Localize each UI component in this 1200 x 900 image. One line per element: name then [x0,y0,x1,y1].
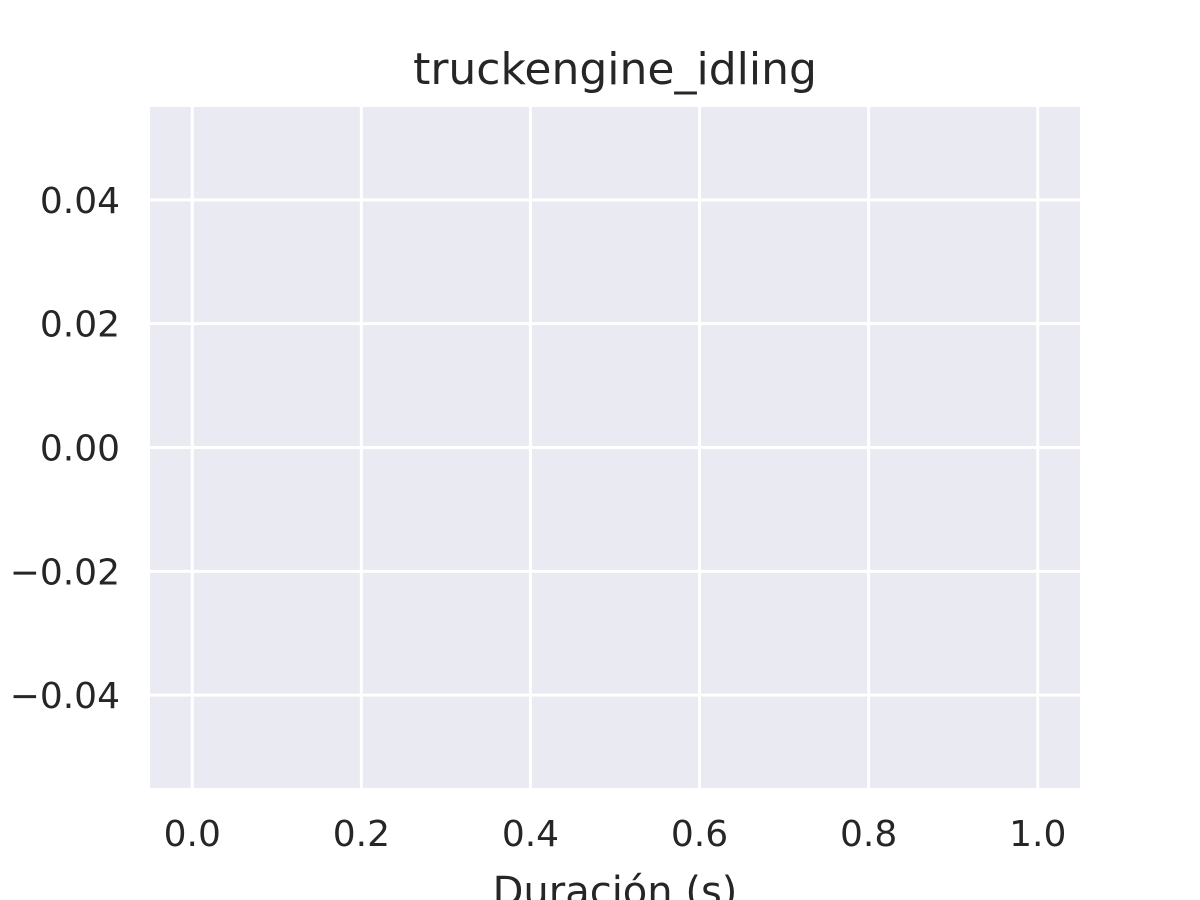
y-tick-labels: 0.04 0.02 0.00 −0.02 −0.04 [10,181,120,717]
x-tick-label: 0.0 [164,814,221,855]
y-tick-label: −0.02 [10,552,120,593]
x-axis-label: Duración (s) [493,869,738,900]
y-gridlines [150,198,1080,697]
y-tick-label: −0.04 [10,676,120,717]
y-tick-label: 0.02 [40,305,120,346]
x-tick-label: 0.8 [840,814,897,855]
x-tick-label: 0.2 [333,814,390,855]
x-tick-label: 1.0 [1009,814,1066,855]
x-tick-label: 0.6 [671,814,728,855]
chart-title: truckengine_idling [413,44,817,95]
x-tick-labels: 0.0 0.2 0.4 0.6 0.8 1.0 [164,814,1067,855]
y-tick-label: 0.00 [40,429,120,470]
x-tick-label: 0.4 [502,814,559,855]
y-tick-label: 0.04 [40,181,120,222]
